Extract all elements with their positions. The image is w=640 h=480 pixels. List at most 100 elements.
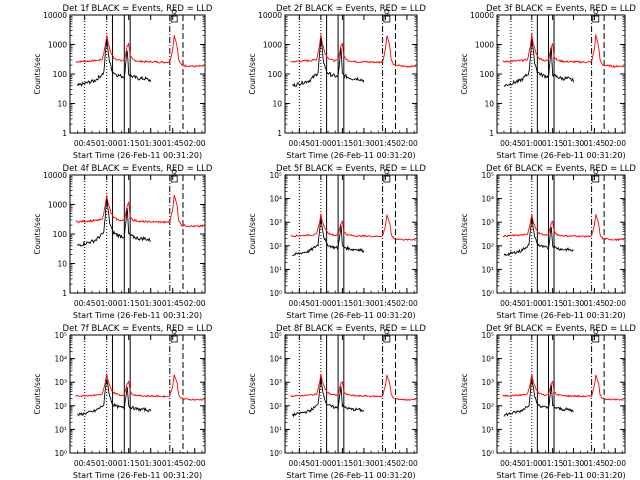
y-tick-label: 10¹ <box>54 425 67 434</box>
y-tick-label: 1 <box>277 129 282 138</box>
y-tick-label: 10¹ <box>481 425 494 434</box>
q-marker-label: Q <box>384 328 390 336</box>
x-tick-label: 02:00 <box>184 299 206 308</box>
q-marker-box <box>170 15 178 23</box>
y-axis-label: Counts/sec <box>460 213 469 254</box>
x-tick-label: 02:00 <box>396 139 418 148</box>
x-tick-label: 00:45 <box>289 299 311 308</box>
x-tick-label: 02:00 <box>604 139 626 148</box>
x-tick-label: 02:00 <box>604 459 626 468</box>
events-series-line <box>503 39 574 88</box>
x-tick-label: 01:00 <box>521 139 543 148</box>
x-tick-label: 02:00 <box>604 299 626 308</box>
y-tick-label: 10000 <box>470 11 494 20</box>
y-tick-label: 1 <box>62 129 67 138</box>
panel-2: Det 2f BLACK = Events, RED = LLD Counts/s… <box>248 4 426 160</box>
x-tick-label: 00:45 <box>74 459 96 468</box>
y-tick-label: 10⁵ <box>269 171 282 180</box>
x-tick-label: 01:30 <box>140 459 162 468</box>
x-tick-label: 01:15 <box>332 139 354 148</box>
q-marker-box <box>383 335 391 343</box>
q-marker-label: Q <box>593 328 599 336</box>
x-axis-label: Start Time (26-Feb-11 00:31:20) <box>496 311 625 320</box>
y-axis-label: Counts/sec <box>33 213 42 254</box>
x-tick-label: 01:00 <box>96 299 118 308</box>
x-tick-label: 02:00 <box>184 139 206 148</box>
y-tick-label: 100 <box>268 70 283 79</box>
y-tick-label: 10² <box>269 402 282 411</box>
q-marker-box <box>383 15 391 23</box>
y-tick-label: 10⁵ <box>54 331 67 340</box>
x-tick-label: 01:45 <box>375 139 397 148</box>
events-series-line <box>291 377 365 418</box>
y-tick-label: 10⁰ <box>481 289 494 298</box>
y-tick-label: 10⁴ <box>269 195 282 204</box>
events-series-line <box>76 39 152 87</box>
x-tick-label: 01:30 <box>140 139 162 148</box>
panel-7: Det 7f BLACK = Events, RED = LLD Counts/s… <box>33 324 213 480</box>
y-tick-label: 1000 <box>263 41 282 50</box>
y-tick-label: 10³ <box>54 378 67 387</box>
y-tick-label: 10² <box>481 402 494 411</box>
y-tick-label: 10² <box>54 402 67 411</box>
y-axis-label: Counts/sec <box>460 53 469 94</box>
x-tick-label: 01:45 <box>375 299 397 308</box>
x-axis-label: Start Time (26-Feb-11 00:31:20) <box>286 471 415 480</box>
y-tick-label: 10000 <box>43 11 67 20</box>
y-tick-label: 10¹ <box>481 265 494 274</box>
y-axis-label: Counts/sec <box>248 373 257 414</box>
y-tick-label: 1000 <box>48 201 67 210</box>
x-tick-label: 02:00 <box>396 299 418 308</box>
x-tick-label: 01:00 <box>310 299 332 308</box>
x-tick-label: 01:30 <box>353 299 375 308</box>
events-series-line <box>291 218 365 257</box>
x-tick-label: 01:15 <box>542 139 564 148</box>
events-series-line <box>503 378 574 417</box>
y-tick-label: 10 <box>57 100 67 109</box>
x-tick-label: 01:15 <box>332 299 354 308</box>
x-tick-label: 02:00 <box>396 459 418 468</box>
y-tick-label: 100 <box>53 230 68 239</box>
events-series-line <box>292 38 365 87</box>
x-tick-label: 01:30 <box>563 459 585 468</box>
plot-frame <box>496 14 626 134</box>
chart-title: Det 8f BLACK = Events, RED = LLD <box>276 324 426 334</box>
q-marker-box <box>592 335 600 343</box>
x-tick-label: 00:45 <box>500 459 522 468</box>
plot-frame <box>496 334 626 454</box>
lld-series-line <box>502 214 624 242</box>
chart-title: Det 4f BLACK = Events, RED = LLD <box>63 164 213 174</box>
x-tick-label: 01:00 <box>96 459 118 468</box>
q-marker-box <box>170 175 178 183</box>
y-tick-label: 10⁴ <box>481 355 494 364</box>
x-tick-label: 02:00 <box>184 459 206 468</box>
x-axis-label: Start Time (26-Feb-11 00:31:20) <box>496 151 625 160</box>
y-tick-label: 10² <box>481 242 494 251</box>
x-tick-label: 01:45 <box>162 459 184 468</box>
y-axis-label: Counts/sec <box>33 53 42 94</box>
y-tick-label: 10⁵ <box>269 331 282 340</box>
y-tick-label: 10 <box>272 100 282 109</box>
lld-series-line <box>290 213 416 241</box>
x-axis-label: Start Time (26-Feb-11 00:31:20) <box>286 311 415 320</box>
panel-9: Det 9f BLACK = Events, RED = LLD Counts/s… <box>460 324 636 480</box>
lld-series-line <box>75 373 204 401</box>
q-marker-box <box>383 175 391 183</box>
q-marker-box <box>170 335 178 343</box>
x-tick-label: 00:45 <box>500 139 522 148</box>
q-marker-label: Q <box>171 8 177 16</box>
panel-6: Det 6f BLACK = Events, RED = LLD Counts/s… <box>460 164 636 320</box>
x-tick-label: 01:15 <box>542 459 564 468</box>
y-tick-label: 10⁵ <box>481 171 494 180</box>
q-marker-label: Q <box>593 8 599 16</box>
y-tick-label: 10⁰ <box>269 289 282 298</box>
x-tick-label: 01:00 <box>521 459 543 468</box>
chart-title: Det 5f BLACK = Events, RED = LLD <box>276 164 426 174</box>
x-tick-label: 01:45 <box>375 459 397 468</box>
x-tick-label: 01:45 <box>584 139 606 148</box>
plot-frame <box>284 14 418 134</box>
y-tick-label: 10⁰ <box>481 449 494 458</box>
y-tick-label: 10³ <box>481 378 494 387</box>
y-tick-label: 10⁴ <box>54 355 67 364</box>
y-tick-label: 10³ <box>269 218 282 227</box>
